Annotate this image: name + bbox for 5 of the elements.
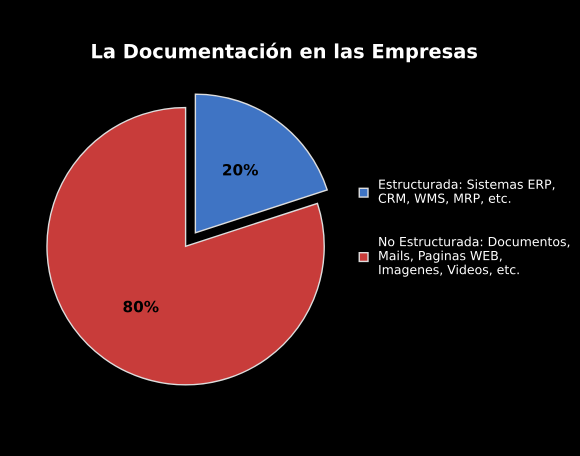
legend-label: No Estructurada: Documentos, Mails, Paginas WEB, Imagenes, Videos, etc.: [379, 236, 570, 277]
chart-title: La Documentación en las Empresas: [92, 42, 478, 62]
data-label: 20%: [223, 164, 258, 176]
legend-label: Estructurada: Sistemas ERP, CRM, WMS, MRP, etc.: [378, 179, 554, 204]
data-label: 80%: [123, 300, 159, 312]
